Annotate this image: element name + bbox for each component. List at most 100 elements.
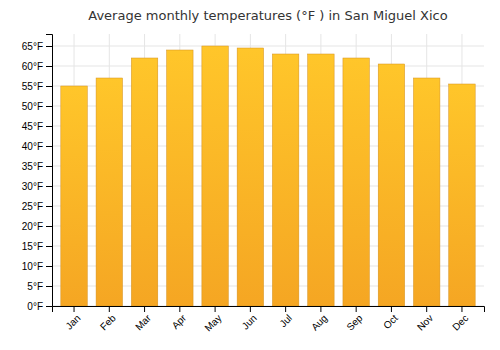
tick: 20°F [22,221,52,232]
tick-mark [46,66,52,67]
tick: 10°F [22,261,52,272]
tick-label: 30°F [22,181,43,192]
grid-line [52,46,484,47]
tick-mark [426,306,427,312]
bars [61,46,475,306]
title: Average monthly temperatures (°F ) in Sa… [88,8,447,23]
tick-mark [285,306,286,312]
tick: Jan [63,306,82,332]
tick: Sep [344,306,365,333]
tick-label: 25°F [22,201,43,212]
tick-label: 45°F [22,121,43,132]
tick: 55°F [22,81,52,92]
tick-mark [144,306,145,312]
tick: 65°F [22,41,52,52]
tick-label: 15°F [22,241,43,252]
tick-label: 10°F [22,261,43,272]
tick-label: Jan [63,312,82,331]
tick: 25°F [22,201,52,212]
tick: 5°F [27,281,52,292]
tick-label: Feb [98,312,118,332]
tick-mark [46,186,52,187]
tick-mark [46,286,52,287]
tick-mark [461,306,462,312]
bar [308,54,334,306]
tick: Jun [240,306,259,332]
tick-mark [46,166,52,167]
tick-label: Dec [450,312,470,332]
tick: 45°F [22,121,52,132]
tick: 15°F [22,241,52,252]
tick-mark [179,306,180,312]
tick: Oct [381,306,400,331]
tick: Feb [98,306,118,332]
chart-container: 0°F 5°F 10°F 15°F 20°F 25°F 30°F 35°F 40°F 45°F 50… [0,0,500,350]
tick-mark [46,106,52,107]
bar [96,78,122,306]
axis-line [46,35,53,307]
tick: Aug [309,306,329,333]
tick-mark [391,306,392,312]
bar [343,58,369,306]
axis-line [53,307,485,313]
tick: Dec [450,306,470,333]
tick: 60°F [22,61,52,72]
tick: Mar [133,306,153,332]
tick: Jul [277,306,294,329]
tick-mark [46,46,52,47]
tick-mark [46,306,52,307]
tick-mark [46,226,52,227]
tick-mark [46,126,52,127]
bar [413,78,439,306]
bar [131,58,157,306]
tick-mark [46,266,52,267]
bar [167,50,193,306]
tick-label: Sep [344,312,365,333]
y-axis: 0°F 5°F 10°F 15°F 20°F 25°F 30°F 35°F 40°F 45°F 50… [22,35,53,312]
tick-mark [320,306,321,312]
bar [61,86,87,306]
tick-mark [109,306,110,312]
tick: Nov [415,306,435,333]
tick-label: 50°F [22,101,43,112]
tick-label: Nov [415,312,435,332]
bar [449,84,475,306]
tick: 35°F [22,161,52,172]
tick-label: 65°F [22,41,43,52]
bar [378,64,404,306]
tick-label: 5°F [27,281,43,292]
tick-label: Jul [277,312,294,329]
x-axis: Jan Feb Mar Apr May Jun Jul Aug Sep Oct Nov Dec [53,306,485,334]
bar [202,46,228,306]
tick-mark [46,86,52,87]
tick-label: 0°F [27,301,43,312]
chart: 0°F 5°F 10°F 15°F 20°F 25°F 30°F 35°F 40°F 45°F 50… [0,0,500,350]
tick-mark [46,246,52,247]
tick: 40°F [22,141,52,152]
tick-mark [250,306,251,312]
tick: 30°F [22,181,52,192]
tick-label: 35°F [22,161,43,172]
grid-line [52,66,484,67]
bar [272,54,298,306]
bar [237,48,263,306]
tick-label: 40°F [22,141,43,152]
tick-label: May [202,312,223,333]
tick-label: Mar [133,312,153,332]
tick-mark [356,306,357,312]
tick-label: Aug [309,312,329,332]
tick-label: 60°F [22,61,43,72]
tick-mark [46,206,52,207]
plot: 0°F 5°F 10°F 15°F 20°F 25°F 30°F 35°F 40°F 45°F 50… [22,34,485,334]
tick: 50°F [22,101,52,112]
tick: May [202,306,223,334]
tick: 0°F [27,301,52,312]
tick: Apr [170,306,189,331]
grid [52,34,484,306]
tick-label: 55°F [22,81,43,92]
tick-label: Oct [381,312,400,331]
tick-mark [74,306,75,312]
tick-mark [46,146,52,147]
tick-mark [215,306,216,312]
tick-label: Apr [170,312,189,331]
